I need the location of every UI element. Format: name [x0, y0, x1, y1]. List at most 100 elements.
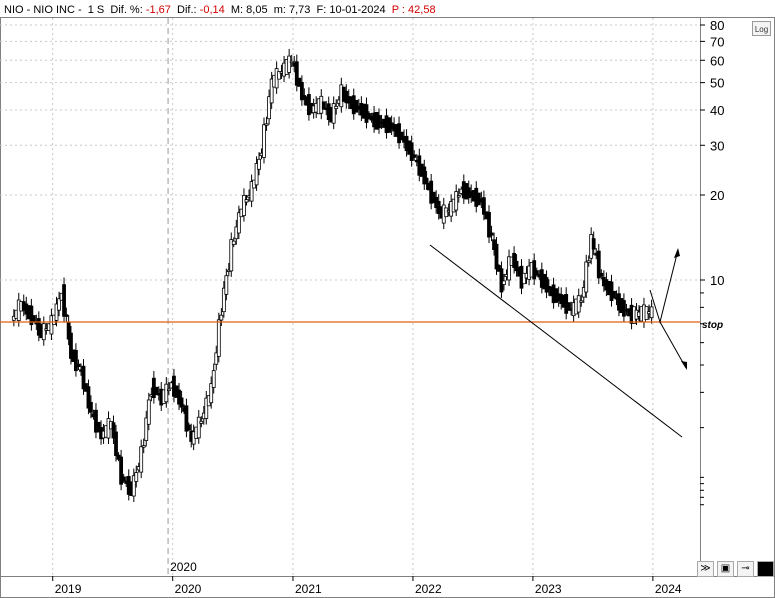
- pin-icon[interactable]: ⊸: [737, 561, 754, 577]
- candle-body: [184, 405, 189, 432]
- stop-label: stop: [702, 320, 723, 331]
- candle-body: [409, 142, 414, 162]
- candle-body: [57, 298, 61, 311]
- candle-body: [257, 158, 261, 170]
- candle-body: [512, 252, 516, 268]
- candle-body: [199, 420, 204, 424]
- candle-body: [164, 383, 169, 403]
- candle-body: [229, 239, 234, 272]
- candle-body: [179, 397, 184, 408]
- x-axis: 2019 2020 2021 2022 2023 2024 2020: [52, 560, 682, 596]
- max-label: M: 8,05: [230, 4, 268, 16]
- candle-body: [399, 131, 404, 141]
- chart-header: NIO - NIO INC - 1 S Dif. %: -1,67 Dif.: …: [4, 2, 436, 18]
- candle-body: [31, 315, 36, 323]
- candle-body: [41, 323, 46, 341]
- candle-body: [214, 352, 219, 365]
- candle-body: [289, 60, 294, 64]
- candle-body: [502, 280, 506, 285]
- candle-body: [69, 332, 73, 359]
- save-icon[interactable]: ▣: [717, 561, 734, 577]
- candle-body: [264, 123, 269, 126]
- x-tick-label: 2020: [175, 582, 202, 596]
- year-marker-label: 2020: [170, 560, 197, 574]
- dif-pct-label: Dif. %:: [110, 4, 143, 16]
- y-tick-label: 80: [710, 18, 724, 33]
- chevron-icon[interactable]: ≫: [697, 561, 714, 577]
- x-tick-label: 2023: [535, 582, 562, 596]
- candle-body: [321, 101, 326, 110]
- candle-body: [139, 446, 144, 473]
- candle-body: [131, 475, 136, 497]
- candle-body: [544, 277, 549, 293]
- log-scale-button[interactable]: Log: [752, 21, 771, 36]
- up-arrowhead: [674, 248, 680, 258]
- candle-body: [146, 399, 151, 425]
- chart-frame: [0, 17, 775, 598]
- candle-body: [584, 261, 589, 293]
- y-tick-label: 20: [710, 188, 724, 203]
- candle-body: [367, 113, 371, 119]
- down-trendline: [429, 244, 683, 438]
- candle-body: [196, 416, 201, 439]
- candle-body: [119, 456, 124, 485]
- candle-body: [294, 61, 299, 86]
- candle-body: [244, 199, 249, 203]
- candle-body: [287, 55, 292, 73]
- candle-body: [566, 302, 571, 311]
- candle-body: [216, 319, 221, 357]
- candle-body: [334, 105, 339, 110]
- min-label: m: 7,73: [273, 4, 311, 16]
- candle-body: [424, 177, 429, 185]
- dif-label: Dif.:: [177, 4, 197, 16]
- candle-body: [299, 82, 304, 101]
- candle-body: [121, 476, 126, 482]
- candle-body: [221, 287, 226, 313]
- candle-body: [211, 370, 216, 388]
- grid: [0, 17, 775, 598]
- x-tick-label: 2024: [655, 582, 682, 596]
- candle-body: [86, 386, 91, 409]
- dif-value: -0,14: [199, 4, 225, 16]
- candle-body: [277, 71, 281, 80]
- overlays: stop: [0, 244, 723, 438]
- candle-body: [412, 154, 417, 158]
- candle-body: [219, 314, 224, 321]
- candle-body: [331, 103, 336, 124]
- candle-body: [481, 197, 486, 215]
- x-tick-label: 2019: [55, 582, 82, 596]
- price-series: [11, 48, 654, 503]
- candle-body: [242, 195, 246, 217]
- color-swatch-icon[interactable]: [757, 561, 774, 577]
- candle-body: [249, 181, 254, 202]
- candle-body: [499, 268, 504, 293]
- candle-body: [186, 424, 191, 431]
- candle-body: [54, 303, 59, 321]
- y-tick-label: 10: [710, 273, 724, 288]
- date-label: F: 10-01-2024: [316, 4, 386, 16]
- candle-body: [76, 363, 81, 367]
- y-tick-label: 60: [710, 53, 724, 68]
- candle-body: [134, 472, 139, 482]
- candle-body: [591, 238, 596, 250]
- y-tick-label: 50: [710, 76, 724, 91]
- y-tick-label: 30: [710, 138, 724, 153]
- y-tick-label: 40: [710, 103, 724, 118]
- chart-toolbar: ≫ ▣ ⊸: [697, 560, 775, 578]
- y-tick-label: 70: [710, 34, 724, 49]
- candle-body: [507, 256, 511, 281]
- candle-body: [596, 250, 601, 279]
- candle-body: [532, 260, 537, 280]
- candle-body: [586, 260, 591, 263]
- x-tick-label: 2022: [415, 582, 442, 596]
- candle-body: [579, 300, 584, 303]
- candle-body: [62, 284, 66, 317]
- candle-body: [269, 78, 274, 104]
- candle-body: [94, 409, 98, 433]
- candle-body: [64, 314, 69, 317]
- x-tick-label: 2021: [295, 582, 322, 596]
- candle-body: [522, 272, 526, 285]
- candle-body: [144, 417, 149, 441]
